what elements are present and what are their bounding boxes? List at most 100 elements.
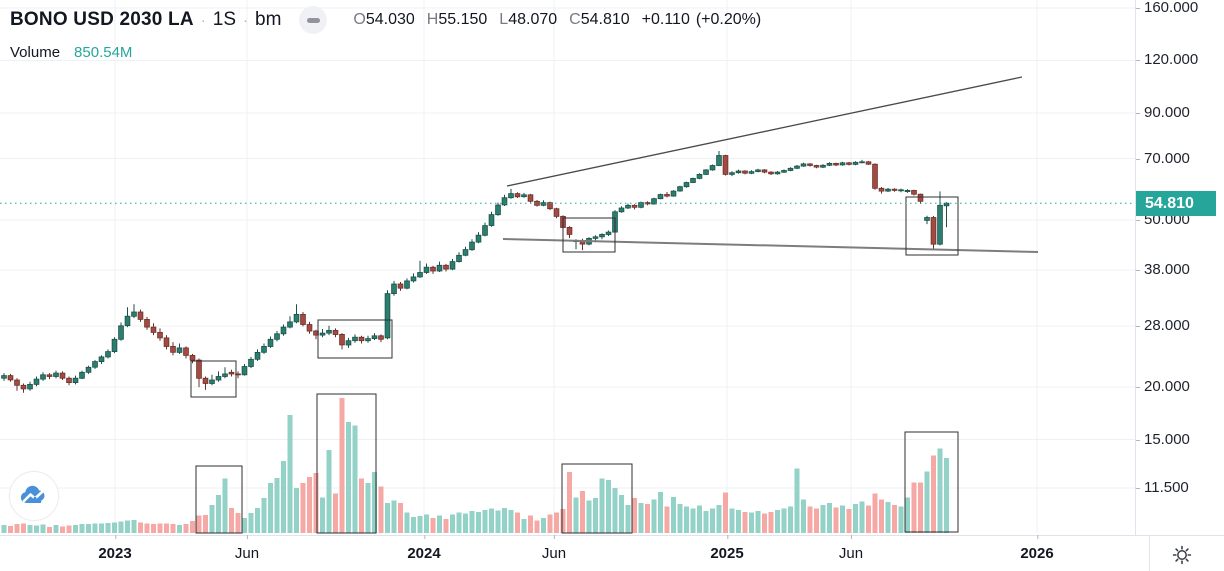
candle-body [547,202,553,210]
volume-bar [398,503,403,533]
candle-body [462,249,469,256]
candle-body [449,261,456,270]
highlight-box [561,463,633,534]
volume-series [1,398,949,533]
volume-bar [437,515,442,533]
candle-body [436,264,443,272]
highlight-box [190,360,237,398]
volume-bar [677,503,683,533]
volume-bar [242,518,247,533]
volume-bar [905,497,910,533]
volume-bar [944,458,949,533]
chart-header: BONO USD 2030 LA · 1S · bm O54.030 H55.1… [10,6,767,34]
last-price-badge: 54.810 [1136,191,1216,216]
volume-bar [619,495,624,533]
candle-body [937,204,943,245]
volume-indicator-legend[interactable]: Volume 850.54M [10,44,132,61]
candle-body [768,171,774,175]
candle-body [7,375,14,381]
symbol-title[interactable]: BONO USD 2030 LA [10,9,194,30]
candle-body [137,311,144,320]
candle-body [384,293,391,339]
highlight-box [195,465,243,534]
candle-body [53,372,59,377]
price-tick-label: 70.000 [1136,151,1190,167]
axis-settings-gear-icon[interactable] [1168,541,1196,569]
volume-bar [313,473,319,533]
volume-bar [781,508,787,533]
volume-bar [261,498,267,533]
candle-body [300,313,306,325]
volume-bar [8,525,13,533]
highlight-box [317,319,393,359]
volume-bar [21,523,26,533]
volume-bar [294,488,299,533]
volume-bar [66,525,72,533]
lower-support-line [502,238,1039,253]
volume-bar [749,512,754,533]
candle-body [72,377,79,384]
candle-body [261,345,267,353]
volume-bar [658,492,663,533]
volume-bar [508,510,514,533]
grid-lines [0,0,1135,533]
volume-bar [664,506,670,533]
volume-bar [697,505,702,533]
candle-body [703,169,709,175]
platform-logo-button[interactable] [9,471,59,521]
candle-body [170,345,176,353]
volume-bar [105,522,111,533]
low-value: 48.070 [508,11,558,28]
volume-bar [346,421,351,533]
volume-bar [411,517,416,533]
candle-body [215,376,222,381]
time-tick-year-label: 2026 [1020,535,1054,562]
candle-body [222,373,228,377]
volume-value: 850.54M [74,44,133,61]
volume-bar [567,472,572,533]
candle-body [852,161,859,165]
collapse-legend-button[interactable] [299,6,328,34]
candle-body [1,375,7,379]
volume-bar [547,514,553,533]
candle-body [267,338,274,347]
candle-body [904,189,911,192]
candle-body [924,217,930,221]
volume-bar [404,512,410,533]
candle-body [339,333,345,346]
candle-body [495,204,501,216]
volume-bar [528,515,533,533]
volume-bar [924,471,930,533]
candle-body [722,155,729,175]
volume-bar [274,477,280,533]
candle-body [202,377,209,384]
volume-bar [417,516,423,533]
candle-body [404,280,410,289]
candle-body [605,231,612,235]
candle-body [150,326,157,333]
candle-body [592,236,599,239]
candle-body [287,321,293,328]
volume-bar [651,499,657,533]
volume-bar [365,483,371,533]
candle-body [625,204,631,209]
candle-body [423,266,430,273]
volume-bar [820,504,826,533]
volume-bar [827,503,832,533]
interval-label[interactable]: 1S [212,9,236,30]
open-label: O [353,11,366,28]
volume-bar [846,509,852,533]
volume-bar [287,414,293,533]
chart-canvas[interactable] [0,0,1135,535]
volume-bar [47,526,52,533]
volume-bar [138,522,143,533]
volume-bar [60,526,65,533]
volume-bar [625,504,631,533]
candle-body [319,332,326,336]
volume-bar [248,513,254,533]
candle-body [332,329,339,335]
volume-bar [872,493,878,533]
volume-bar [885,502,891,533]
price-axis[interactable]: 160.000 120.000 90.000 70.000 50.000 38.000 28… [1135,0,1224,535]
time-axis[interactable]: 2023 Jun 2024 Jun 2025 Jun 2026 [0,535,1224,571]
